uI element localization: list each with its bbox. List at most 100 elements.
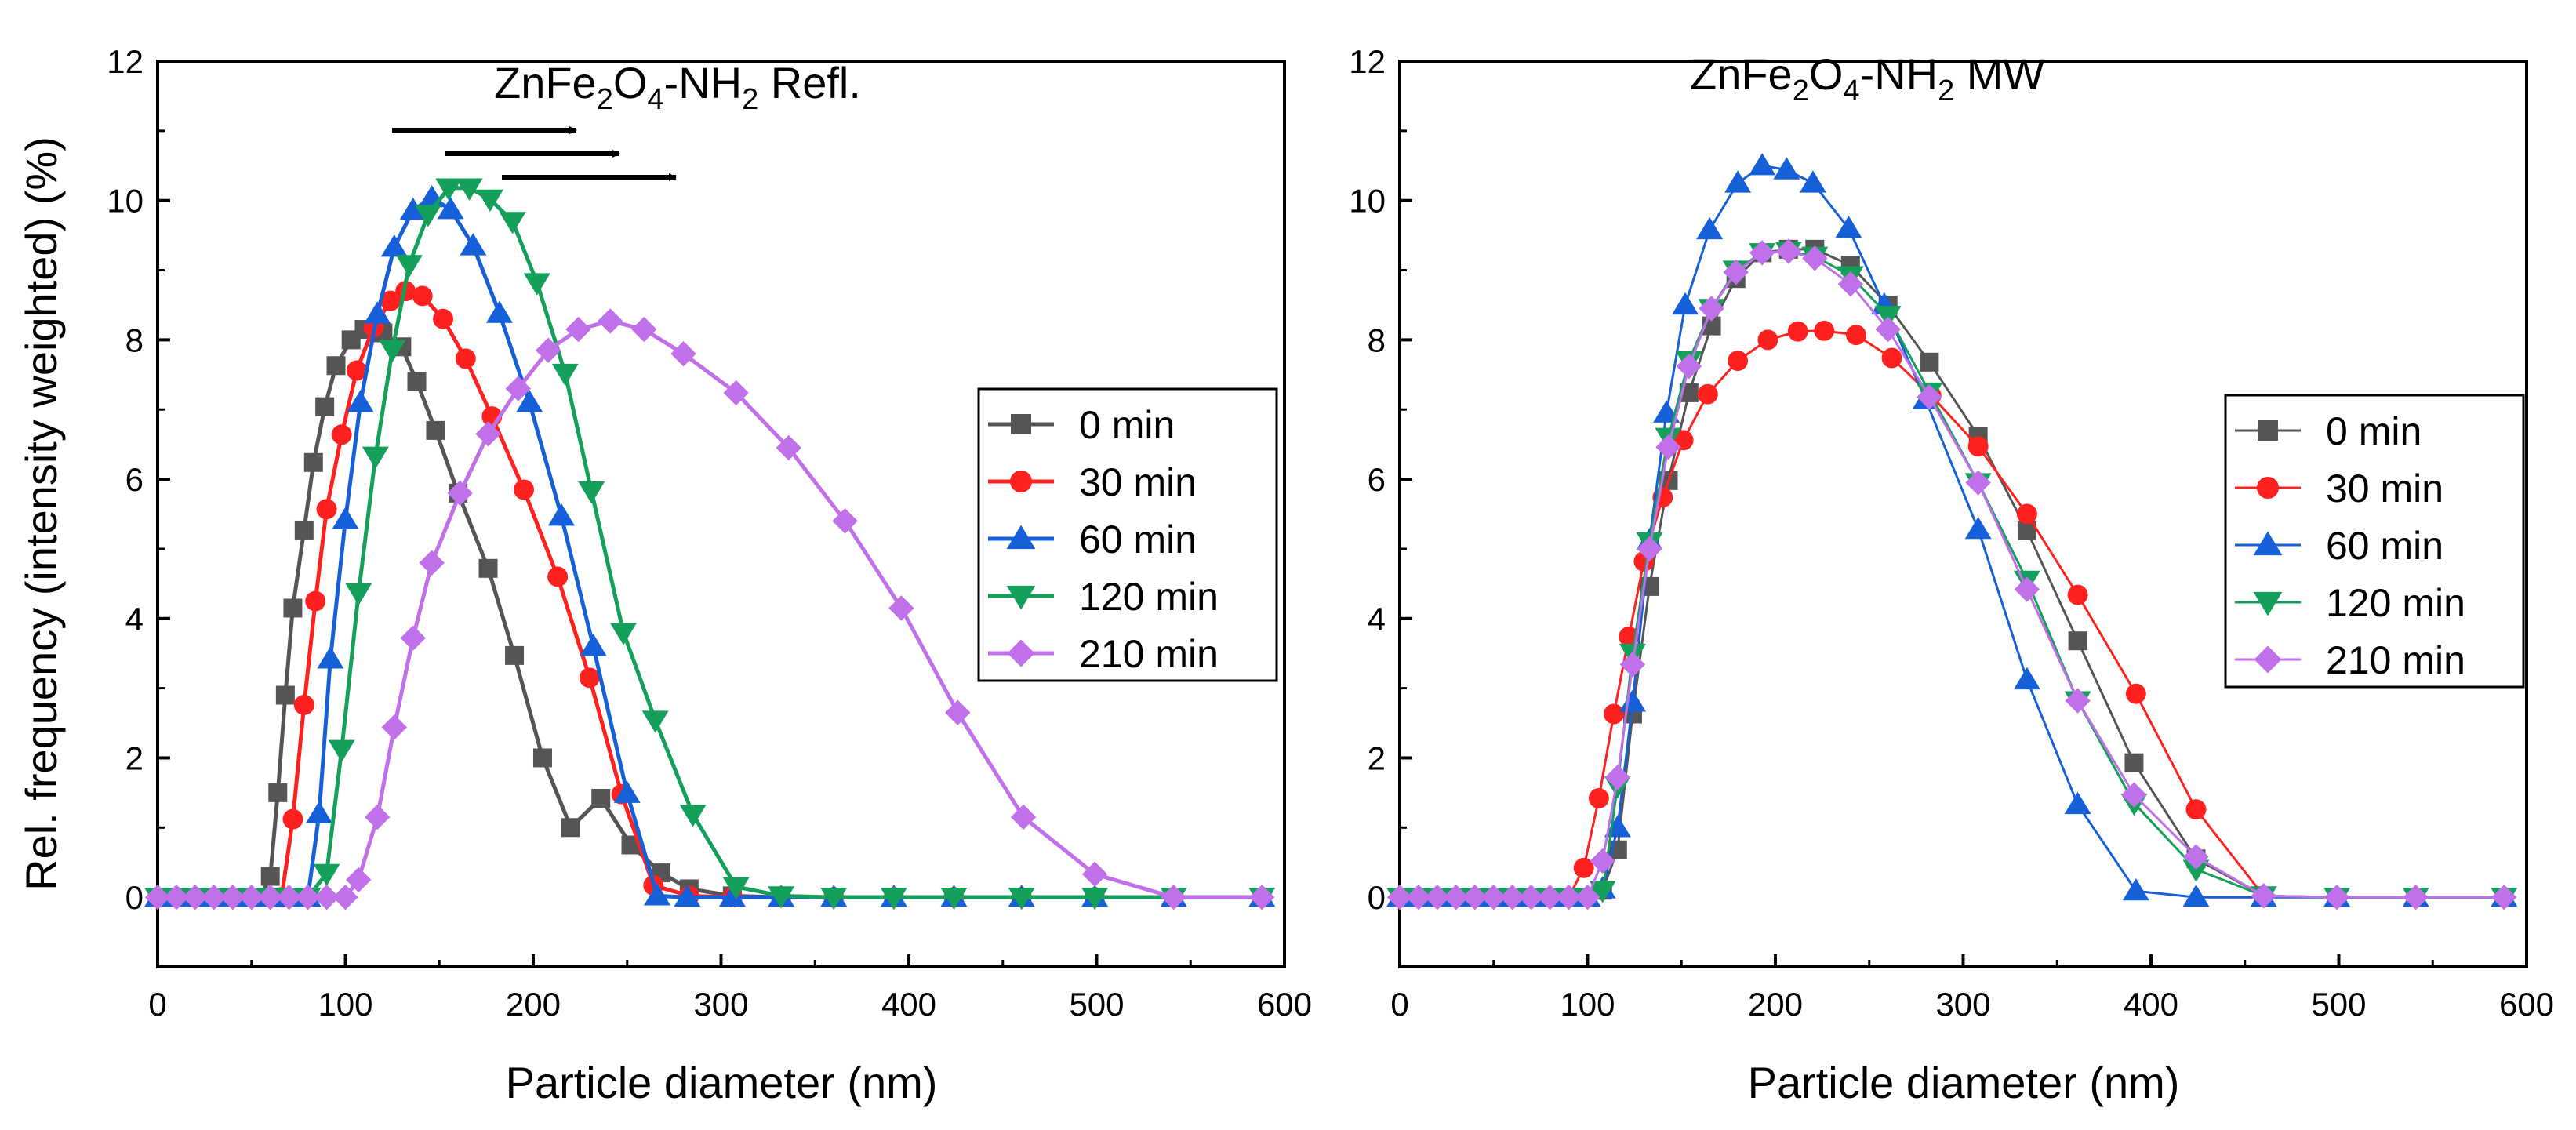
- right-data-point: [1965, 517, 1992, 539]
- right-data-point: [2014, 667, 2040, 689]
- left-data-point: [329, 740, 355, 762]
- right-data-point: [2069, 631, 2087, 650]
- right-legend-label: 60 min: [2326, 524, 2443, 568]
- left-legend-label: 210 min: [1079, 632, 1219, 676]
- left-data-point: [505, 646, 524, 665]
- left-x-tick-label: 600: [1257, 986, 1312, 1023]
- right-x-tick-label: 100: [1560, 986, 1615, 1023]
- left-x-tick-label: 400: [881, 986, 936, 1023]
- right-legend-label: 120 min: [2326, 581, 2465, 625]
- shift-arrows: [392, 130, 676, 177]
- left-x-tick-label: 100: [318, 986, 372, 1023]
- left-data-point: [261, 867, 280, 886]
- left-chart-title: ZnFe2O4-NH2 Refl.: [494, 58, 861, 116]
- left-data-point: [382, 714, 407, 739]
- left-data-point: [408, 372, 427, 391]
- right-data-point: [1696, 217, 1723, 239]
- right-data-point: [1920, 353, 1938, 372]
- left-data-point: [631, 317, 656, 342]
- left-data-point: [276, 686, 295, 705]
- left-data-point: [642, 710, 669, 732]
- right-data-point: [1724, 170, 1751, 192]
- left-data-point: [500, 212, 526, 234]
- right-data-point: [1749, 153, 1775, 175]
- left-data-point: [396, 255, 423, 277]
- left-data-point: [345, 583, 372, 605]
- right-data-point: [1604, 704, 1624, 725]
- left-data-point: [591, 789, 610, 808]
- left-data-point: [317, 499, 337, 519]
- right-y-tick-label: 10: [1349, 183, 1386, 220]
- left-data-point: [426, 421, 445, 440]
- left-data-point: [610, 623, 637, 645]
- right-x-tick-label: 0: [1390, 986, 1408, 1023]
- left-data-point: [304, 453, 323, 472]
- left-data-point: [547, 567, 568, 587]
- left-data-point: [456, 348, 476, 369]
- left-data-point: [294, 695, 314, 715]
- left-data-point: [327, 356, 346, 375]
- left-data-point: [548, 503, 575, 525]
- right-legend-label: 30 min: [2326, 467, 2443, 510]
- left-y-tick-label: 12: [107, 43, 144, 80]
- left-data-point: [486, 300, 513, 322]
- right-legend-marker: [2258, 420, 2278, 441]
- right-x-tick-label: 200: [1748, 986, 1803, 1023]
- right-x-tick-label: 600: [2499, 986, 2554, 1023]
- right-y-tick-label: 4: [1368, 601, 1386, 638]
- left-data-point: [412, 285, 433, 306]
- right-data-point: [1846, 325, 1866, 345]
- left-y-tick-label: 8: [125, 322, 144, 358]
- left-data-point: [552, 364, 579, 386]
- left-legend-label: 120 min: [1079, 575, 1219, 619]
- left-data-point: [479, 559, 498, 578]
- right-data-point: [1619, 689, 1646, 711]
- left-data-point: [295, 521, 314, 540]
- right-legend-label: 0 min: [2326, 409, 2422, 453]
- left-x-tick-label: 0: [148, 986, 166, 1023]
- right-data-point: [2186, 799, 2207, 819]
- right-y-tick-label: 12: [1349, 43, 1386, 80]
- right-data-point: [2126, 684, 2146, 704]
- right-legend-label: 210 min: [2326, 638, 2465, 682]
- figure: 0 100 200 300 400 500 600024681012 ZnFe2O4-NH2…: [0, 0, 2576, 1130]
- right-y-tick-label: 8: [1368, 322, 1386, 358]
- left-data-point: [365, 805, 390, 830]
- left-data-point: [401, 625, 426, 650]
- right-data-point: [1672, 292, 1699, 314]
- right-chart: 0 100 200 300 400 500 600024681012 ZnFe2O4-NH2…: [1349, 43, 2554, 1107]
- left-data-point: [680, 805, 707, 827]
- right-x-tick-label: 500: [2311, 986, 2366, 1023]
- right-data-point: [1757, 329, 1778, 350]
- left-data-point: [305, 591, 325, 612]
- left-data-point: [580, 634, 607, 656]
- left-legend-label: 30 min: [1079, 460, 1197, 504]
- left-data-point: [598, 308, 623, 333]
- left-data-point: [315, 398, 334, 416]
- left-chart: 0 100 200 300 400 500 600024681012 ZnFe2O4-NH2…: [16, 43, 1312, 1107]
- left-data-point: [460, 233, 486, 255]
- left-data-point: [381, 234, 408, 256]
- right-data-point: [2015, 576, 2040, 601]
- left-x-tick-label: 200: [506, 986, 561, 1023]
- right-data-point: [2068, 585, 2088, 605]
- left-data-point: [283, 598, 302, 617]
- left-y-tick-label: 6: [125, 461, 144, 498]
- left-data-point: [433, 309, 453, 329]
- left-data-point: [306, 801, 332, 823]
- left-data-point: [578, 481, 605, 503]
- left-data-point: [945, 700, 970, 725]
- left-data-point: [282, 809, 303, 830]
- left-legend-label: 60 min: [1079, 518, 1197, 561]
- right-y-tick-label: 0: [1368, 879, 1386, 916]
- left-data-point: [268, 783, 287, 802]
- right-data-point: [1728, 351, 1748, 371]
- right-data-point: [1800, 170, 1826, 192]
- left-data-point: [332, 424, 352, 445]
- left-legend-label: 0 min: [1079, 403, 1175, 447]
- left-y-tick-label: 10: [107, 183, 144, 220]
- right-data-point: [1788, 322, 1808, 342]
- left-data-point: [524, 273, 550, 295]
- left-data-point: [419, 550, 444, 575]
- right-data-point: [1814, 321, 1834, 341]
